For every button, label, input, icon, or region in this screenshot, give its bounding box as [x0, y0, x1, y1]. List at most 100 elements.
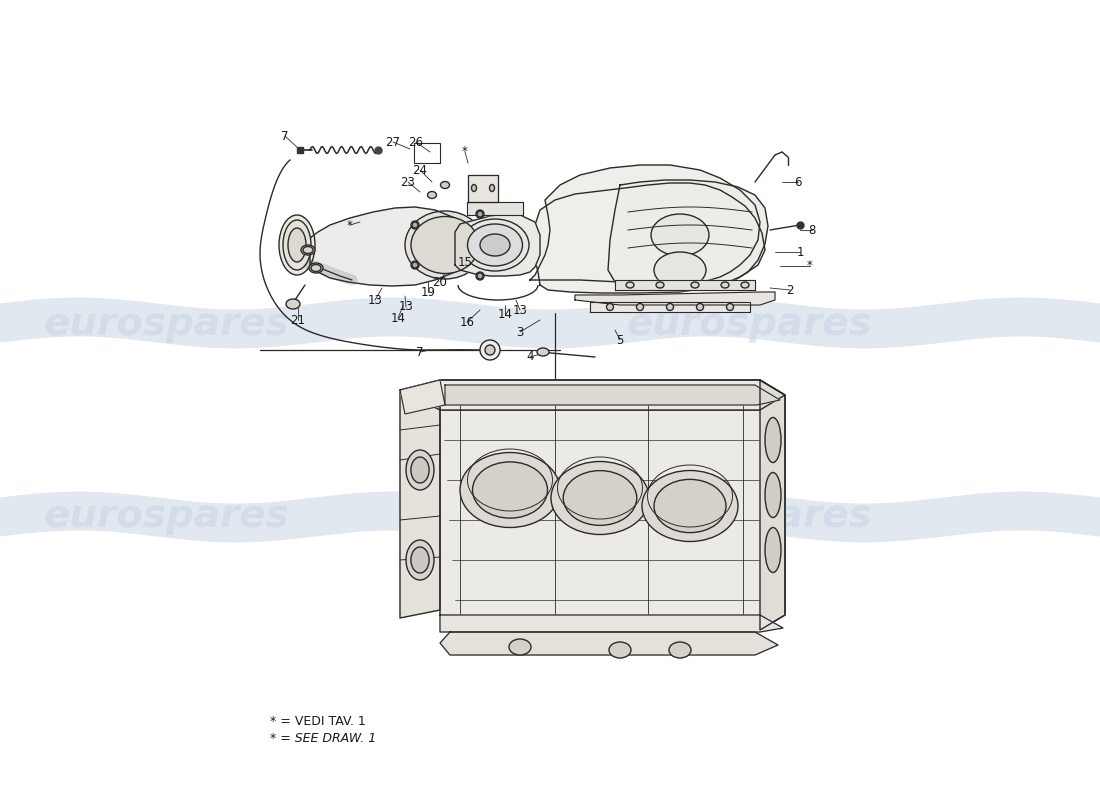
Polygon shape — [446, 385, 780, 405]
Ellipse shape — [480, 234, 510, 256]
Text: eurospares: eurospares — [627, 497, 872, 535]
Ellipse shape — [411, 221, 419, 229]
Ellipse shape — [509, 639, 531, 655]
Polygon shape — [440, 632, 778, 655]
Text: 27: 27 — [385, 135, 400, 149]
Circle shape — [477, 211, 483, 217]
Ellipse shape — [654, 479, 726, 533]
Text: 16: 16 — [460, 315, 474, 329]
Text: 23: 23 — [400, 175, 416, 189]
Polygon shape — [590, 302, 750, 312]
Text: 21: 21 — [290, 314, 306, 326]
Circle shape — [606, 303, 614, 310]
Polygon shape — [440, 380, 785, 630]
Ellipse shape — [411, 261, 419, 269]
Text: 19: 19 — [420, 286, 436, 298]
Polygon shape — [400, 380, 785, 410]
Text: eurospares: eurospares — [44, 497, 289, 535]
Ellipse shape — [764, 473, 781, 518]
Ellipse shape — [764, 527, 781, 573]
Ellipse shape — [411, 217, 478, 274]
Text: eurospares: eurospares — [44, 305, 289, 343]
Circle shape — [696, 303, 704, 310]
Text: 24: 24 — [412, 163, 428, 177]
Text: *: * — [462, 146, 468, 158]
Ellipse shape — [472, 185, 476, 191]
Ellipse shape — [428, 191, 437, 198]
Polygon shape — [760, 380, 785, 630]
Ellipse shape — [551, 462, 649, 534]
Ellipse shape — [626, 282, 634, 288]
Text: *: * — [348, 218, 353, 231]
Text: 14: 14 — [497, 309, 513, 322]
Ellipse shape — [286, 299, 300, 309]
Circle shape — [477, 273, 483, 279]
Ellipse shape — [651, 214, 710, 256]
Ellipse shape — [468, 224, 522, 266]
Polygon shape — [468, 175, 498, 202]
Ellipse shape — [669, 642, 691, 658]
Polygon shape — [440, 615, 783, 632]
Ellipse shape — [301, 245, 315, 255]
Text: 1: 1 — [796, 246, 804, 258]
Text: 26: 26 — [408, 135, 424, 149]
Ellipse shape — [288, 228, 306, 262]
Text: * = SEE DRAW. 1: * = SEE DRAW. 1 — [270, 732, 376, 745]
Ellipse shape — [563, 470, 637, 526]
Circle shape — [667, 303, 673, 310]
Text: *: * — [807, 259, 813, 273]
Circle shape — [412, 262, 418, 268]
Ellipse shape — [473, 462, 548, 518]
Text: eurospares: eurospares — [627, 305, 872, 343]
Ellipse shape — [309, 263, 323, 273]
Circle shape — [412, 222, 418, 228]
Polygon shape — [530, 165, 760, 284]
Ellipse shape — [490, 185, 495, 191]
Text: 4: 4 — [526, 350, 534, 363]
Text: 2: 2 — [786, 283, 794, 297]
Circle shape — [637, 303, 644, 310]
Text: 8: 8 — [808, 223, 816, 237]
Polygon shape — [468, 202, 522, 215]
Ellipse shape — [691, 282, 698, 288]
Polygon shape — [575, 292, 776, 305]
Ellipse shape — [537, 348, 549, 356]
Ellipse shape — [741, 282, 749, 288]
Text: 7: 7 — [416, 346, 424, 358]
Text: 15: 15 — [458, 255, 472, 269]
Text: 6: 6 — [794, 175, 802, 189]
Ellipse shape — [406, 450, 434, 490]
Text: 13: 13 — [367, 294, 383, 306]
Ellipse shape — [461, 219, 529, 271]
Circle shape — [480, 340, 501, 360]
Text: * = VEDI TAV. 1: * = VEDI TAV. 1 — [270, 715, 365, 728]
Polygon shape — [534, 183, 764, 293]
Polygon shape — [310, 207, 460, 286]
Ellipse shape — [279, 215, 315, 275]
Ellipse shape — [283, 220, 311, 270]
Ellipse shape — [654, 252, 706, 288]
Ellipse shape — [406, 540, 434, 580]
Ellipse shape — [642, 470, 738, 542]
Text: 14: 14 — [390, 311, 406, 325]
Text: 5: 5 — [616, 334, 624, 346]
Text: 3: 3 — [516, 326, 524, 338]
Ellipse shape — [476, 210, 484, 218]
Ellipse shape — [720, 282, 729, 288]
Circle shape — [485, 345, 495, 355]
Polygon shape — [608, 180, 768, 289]
Text: 7: 7 — [282, 130, 288, 142]
Ellipse shape — [476, 272, 484, 280]
Circle shape — [726, 303, 734, 310]
Ellipse shape — [411, 547, 429, 573]
Ellipse shape — [411, 457, 429, 483]
Ellipse shape — [656, 282, 664, 288]
Text: 20: 20 — [432, 275, 448, 289]
Ellipse shape — [764, 418, 781, 462]
Ellipse shape — [440, 182, 450, 189]
Polygon shape — [615, 280, 755, 290]
Polygon shape — [455, 214, 540, 276]
Polygon shape — [400, 380, 440, 618]
Ellipse shape — [609, 642, 631, 658]
Ellipse shape — [460, 453, 560, 527]
